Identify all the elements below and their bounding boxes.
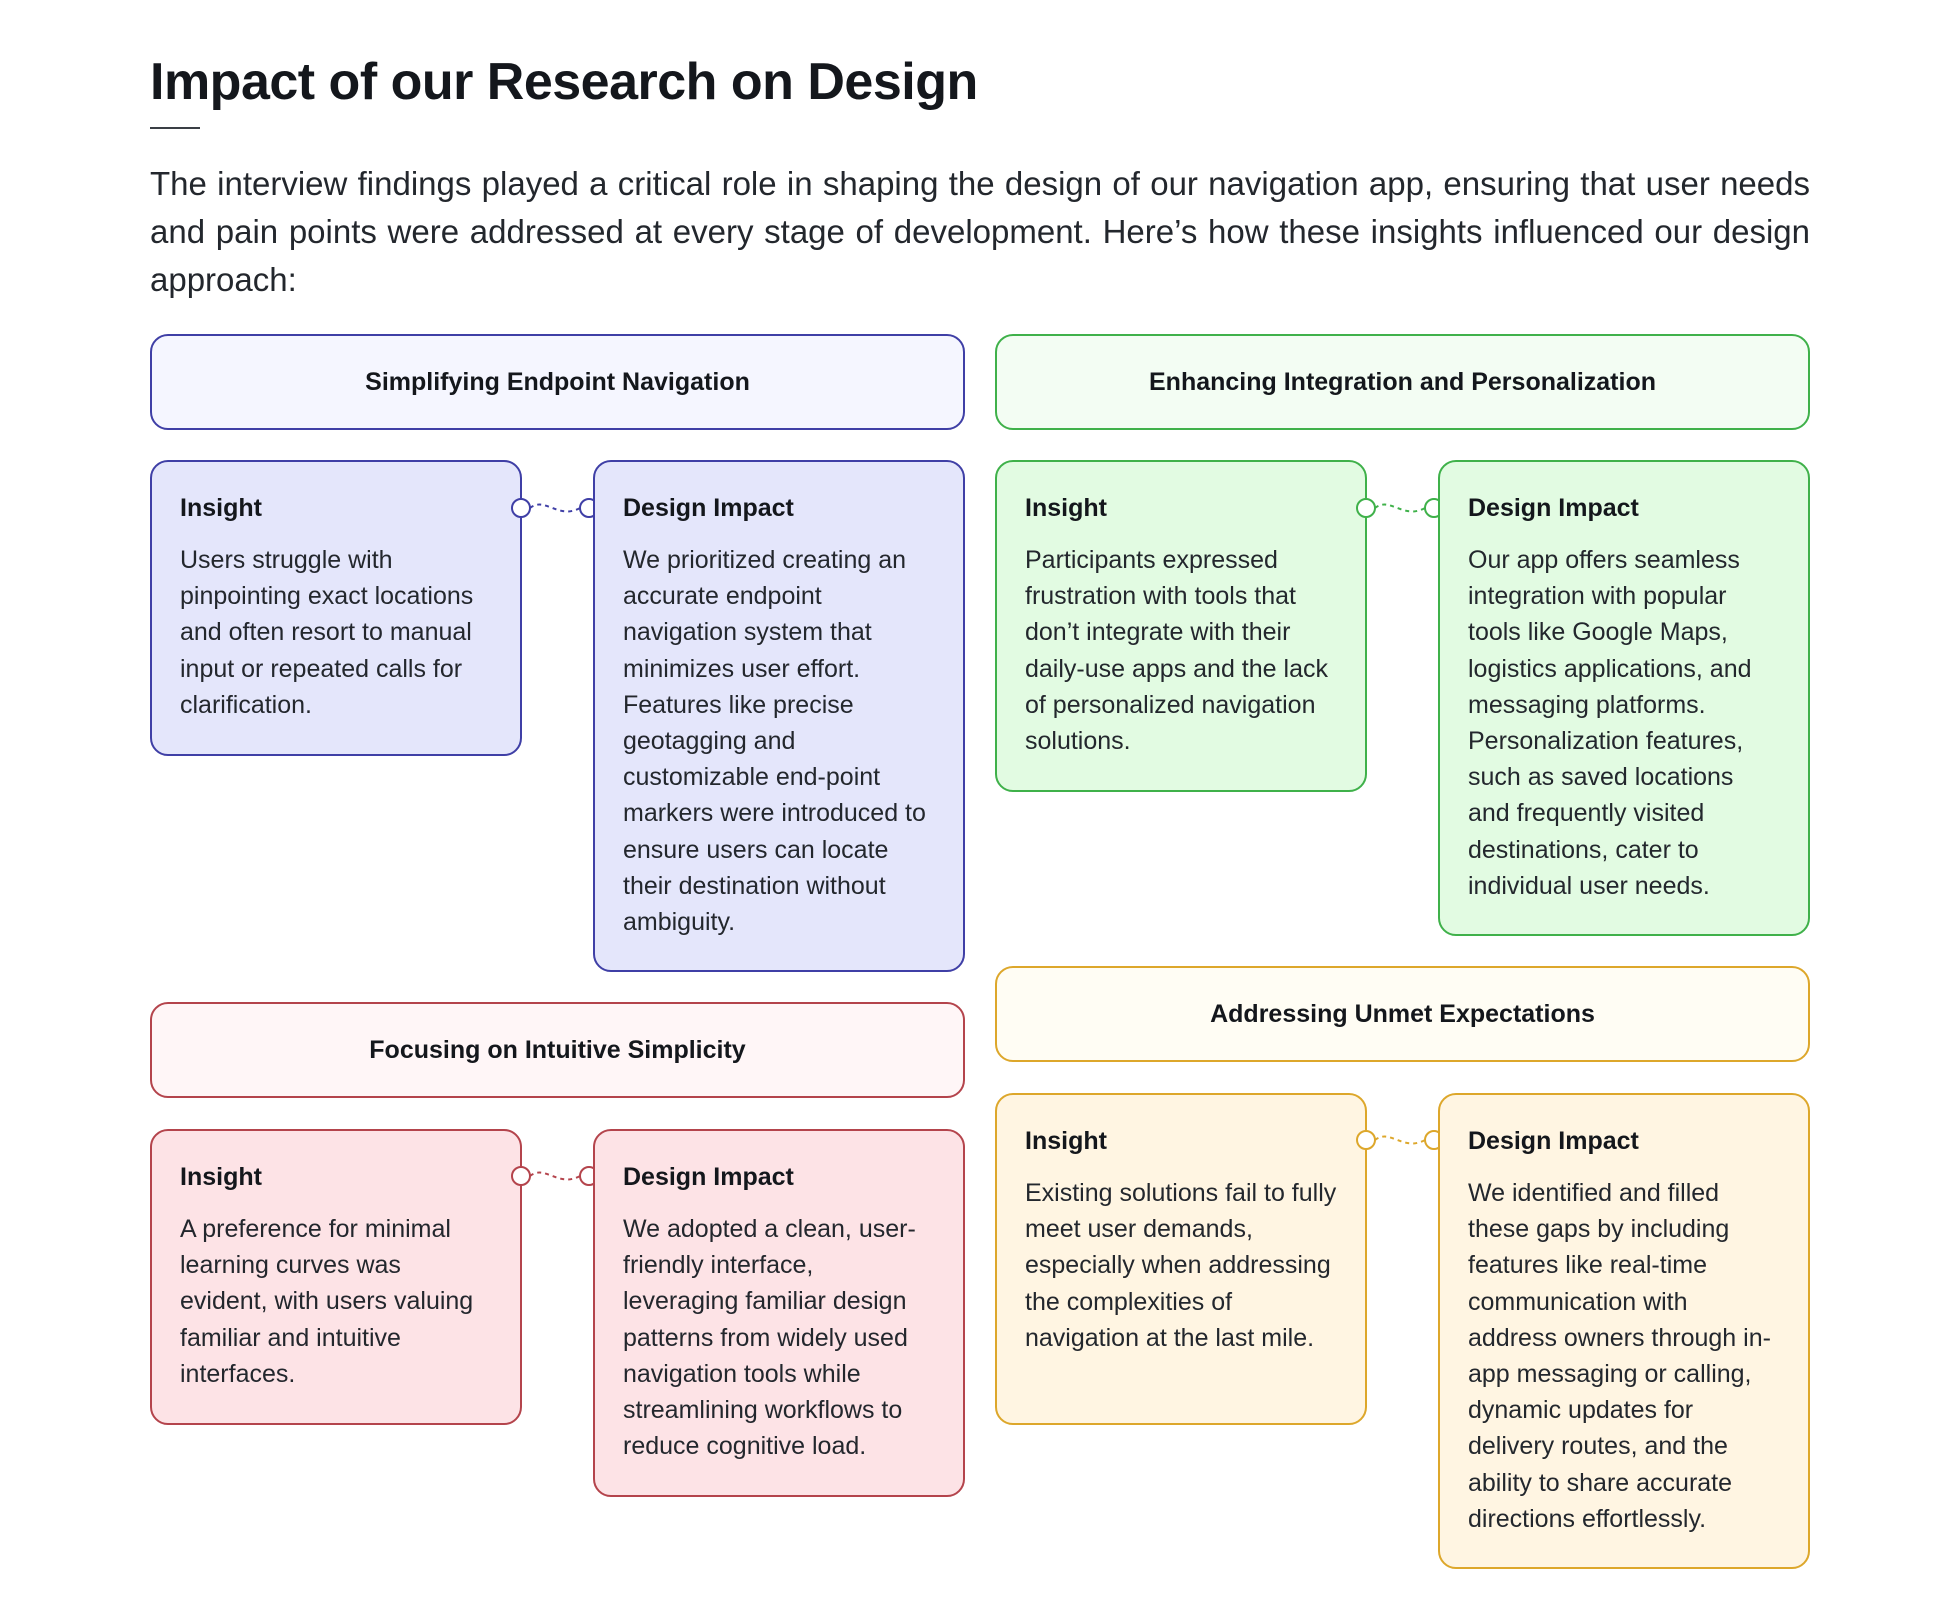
insight-text: A preference for minimal learning curves… bbox=[180, 1215, 474, 1388]
insight-card-integration-personalization: Insight Participants expressed frustrati… bbox=[995, 460, 1367, 792]
section-heading-unmet-expectations: Addressing Unmet Expectations bbox=[995, 966, 1810, 1062]
insight-label: Insight bbox=[180, 1163, 262, 1191]
connector-endpoint-navigation bbox=[511, 498, 599, 518]
section-heading-endpoint-navigation: Simplifying Endpoint Navigation bbox=[150, 334, 965, 430]
design-impact-label: Design Impact bbox=[1468, 1127, 1639, 1155]
design-impact-label: Design Impact bbox=[623, 1163, 794, 1191]
design-impact-card-intuitive-simplicity: Design Impact We adopted a clean, user-f… bbox=[593, 1129, 965, 1497]
insight-card-intuitive-simplicity: Insight A preference for minimal learnin… bbox=[150, 1129, 522, 1425]
connector-integration-personalization bbox=[1356, 498, 1444, 518]
intro-paragraph: The interview findings played a critical… bbox=[150, 165, 1810, 298]
insight-label: Insight bbox=[180, 494, 262, 522]
design-impact-text: We identified and filled these gaps by i… bbox=[1468, 1179, 1771, 1533]
design-impact-card-integration-personalization: Design Impact Our app offers seamless in… bbox=[1438, 460, 1810, 936]
design-impact-text: We adopted a clean, user-friendly interf… bbox=[623, 1215, 916, 1461]
insight-text: Existing solutions fail to fully meet us… bbox=[1025, 1179, 1337, 1352]
design-impact-label: Design Impact bbox=[623, 494, 794, 522]
design-impact-label: Design Impact bbox=[1468, 494, 1639, 522]
insight-text: Participants expressed frustration with … bbox=[1025, 546, 1328, 756]
insight-label: Insight bbox=[1025, 494, 1107, 522]
insight-card-unmet-expectations: Insight Existing solutions fail to fully… bbox=[995, 1093, 1367, 1425]
insight-label: Insight bbox=[1025, 1127, 1107, 1155]
design-impact-text: Our app offers seamless integration with… bbox=[1468, 546, 1752, 900]
page-title: Impact of our Research on Design bbox=[150, 53, 978, 111]
design-impact-card-endpoint-navigation: Design Impact We prioritized creating an… bbox=[593, 460, 965, 972]
connector-unmet-expectations bbox=[1356, 1130, 1444, 1150]
section-heading-integration-personalization: Enhancing Integration and Personalizatio… bbox=[995, 334, 1810, 430]
insight-card-endpoint-navigation: Insight Users struggle with pinpointing … bbox=[150, 460, 522, 756]
title-underline bbox=[150, 127, 200, 129]
insight-text: Users struggle with pinpointing exact lo… bbox=[180, 546, 474, 719]
design-impact-card-unmet-expectations: Design Impact We identified and filled t… bbox=[1438, 1093, 1810, 1569]
design-impact-text: We prioritized creating an accurate endp… bbox=[623, 546, 926, 937]
connector-intuitive-simplicity bbox=[511, 1166, 599, 1186]
section-heading-intuitive-simplicity: Focusing on Intuitive Simplicity bbox=[150, 1002, 965, 1098]
